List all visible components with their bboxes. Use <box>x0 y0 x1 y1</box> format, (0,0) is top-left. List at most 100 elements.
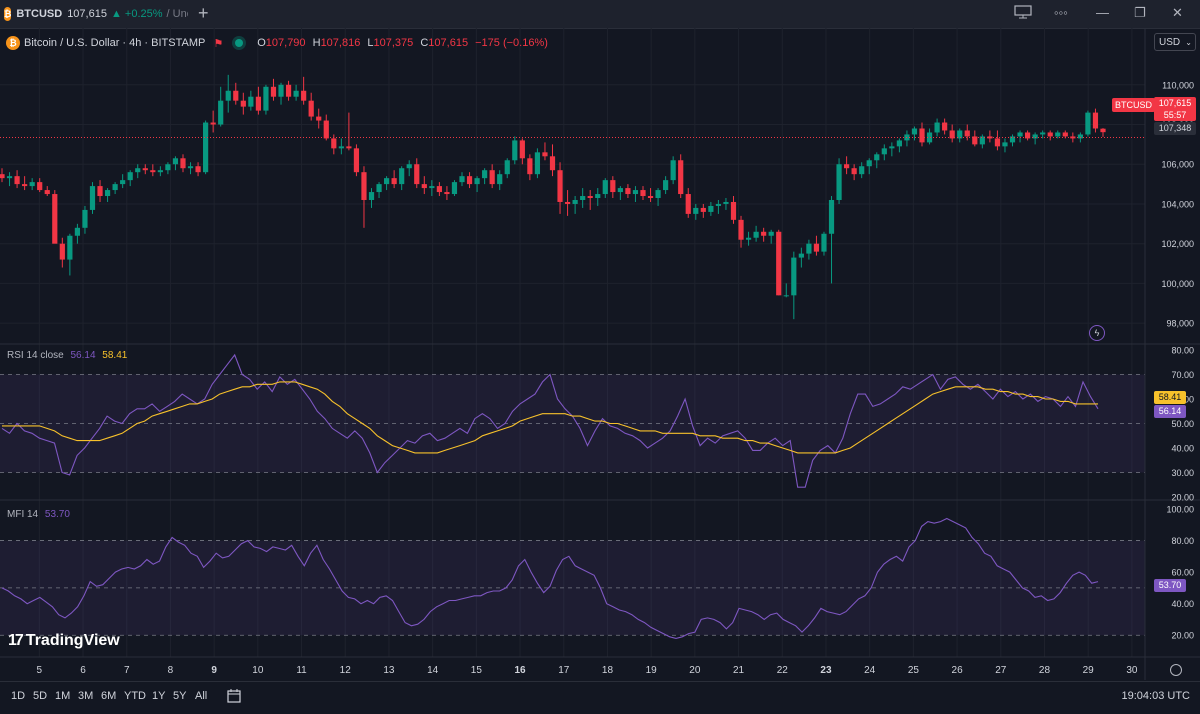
timeframe-6m[interactable]: 6M <box>101 690 117 702</box>
candle-body <box>127 172 133 181</box>
timeframe-all[interactable]: All <box>195 690 208 702</box>
x-tick-label: 22 <box>777 665 789 676</box>
candle-body <box>97 186 103 197</box>
candle-body <box>549 156 556 171</box>
candle-body <box>723 201 729 204</box>
x-tick-label: 14 <box>427 665 439 676</box>
calendar-icon[interactable] <box>226 688 242 709</box>
candle-body <box>1032 134 1038 139</box>
candle-body <box>187 166 194 169</box>
candle-body <box>806 243 812 254</box>
axes: 5 6 7 8 9 10 11 12 13 14 15 16 17 18 19 20 21 22 23 24 25 26 2… <box>0 28 1200 680</box>
candle-body <box>104 190 111 197</box>
candle-body <box>564 201 571 204</box>
candle-body <box>776 231 782 296</box>
x-tick-label: 29 <box>1083 665 1095 676</box>
x-tick-label: 18 <box>602 665 614 676</box>
candle-body <box>203 122 209 173</box>
tab-price: 107,615 <box>67 8 107 20</box>
candle-body <box>949 130 955 139</box>
symbol-title[interactable]: Bitcoin / U.S. Dollar · 4h · BITSTAMP <box>24 37 206 49</box>
x-tick-label: 15 <box>471 665 483 676</box>
utc-clock[interactable]: 19:04:03 UTC <box>1121 690 1190 702</box>
candle-body <box>1024 132 1031 139</box>
mfi-line <box>1 517 1099 639</box>
candle-body <box>715 203 722 206</box>
chevron-down-icon: ⌄ <box>1185 38 1192 47</box>
rsi-tick-label: 80.00 <box>1171 346 1194 356</box>
candle-body <box>753 231 759 238</box>
x-tick-label: 28 <box>1039 665 1051 676</box>
layout-icon[interactable] <box>1014 5 1032 22</box>
tab-bar: ₿ BTCUSD 107,615 ▲ +0.25% / Unc + ◦◦◦ — … <box>0 0 1200 29</box>
price-tag-symbol: BTCUSD <box>1112 98 1156 112</box>
candle-body <box>120 180 126 185</box>
candle-body <box>911 128 918 135</box>
candle-body <box>135 168 141 173</box>
candle-body <box>602 180 608 195</box>
timeframe-5y[interactable]: 5Y <box>173 690 187 702</box>
lightning-icon[interactable]: ϟ <box>1089 325 1105 341</box>
close-button[interactable]: ✕ <box>1172 5 1183 20</box>
candle-body <box>934 122 940 133</box>
candle-body <box>0 174 5 179</box>
candle-body <box>798 253 804 258</box>
candle-body <box>233 90 239 101</box>
timeframe-1y[interactable]: 1Y <box>152 690 166 702</box>
close-value: 107,615 <box>428 37 469 49</box>
candle-body <box>828 199 835 234</box>
x-tick-label: 13 <box>383 665 395 676</box>
price-tag-price: 107,615 <box>1158 98 1192 108</box>
candle-body <box>1002 142 1008 147</box>
new-tab-button[interactable]: + <box>198 3 209 23</box>
candle-body <box>255 96 261 111</box>
candle-body <box>587 196 593 199</box>
candle-body <box>165 164 171 171</box>
flag-icon[interactable]: ⚑ <box>213 37 224 50</box>
tab-btcusd[interactable]: ₿ BTCUSD 107,615 ▲ +0.25% / Unc <box>4 3 188 25</box>
open-value: 107,790 <box>265 37 306 49</box>
y-tick-label: 106,000 <box>1161 160 1194 170</box>
candle-body <box>632 190 639 195</box>
candlestick-series <box>0 74 1145 320</box>
timeframe-5d[interactable]: 5D <box>33 690 48 702</box>
candle-body <box>738 219 744 240</box>
candle-body <box>112 184 118 191</box>
candle-body <box>474 178 480 185</box>
x-tick-label: 16 <box>514 665 526 676</box>
candle-body <box>821 233 827 252</box>
candle-body <box>670 160 676 181</box>
menu-icon[interactable]: ◦◦◦ <box>1054 5 1068 20</box>
candle-body <box>429 186 435 189</box>
rsi-tick-label: 70.00 <box>1171 370 1194 380</box>
maximize-button[interactable]: ❐ <box>1134 5 1146 20</box>
timeframe-3m[interactable]: 3M <box>78 690 94 702</box>
y-tick-label: 102,000 <box>1161 239 1194 249</box>
candle-body <box>142 168 148 171</box>
settings-icon[interactable] <box>1170 664 1182 676</box>
x-tick-label: 5 <box>37 665 43 676</box>
currency-value: USD <box>1159 37 1181 48</box>
tab-extra: / Unc <box>166 8 188 20</box>
mfi-legend: MFI 14 53.70 <box>7 509 70 520</box>
candle-body <box>693 207 699 214</box>
candle-body <box>595 194 601 199</box>
rsi-ma-value: 58.41 <box>102 350 128 361</box>
candle-body <box>896 140 902 147</box>
timeframe-1m[interactable]: 1M <box>55 690 71 702</box>
candle-body <box>240 100 246 107</box>
candle-body <box>964 130 970 137</box>
candle-body <box>1100 128 1106 133</box>
y-tick-label: 98,000 <box>1166 319 1194 329</box>
minimize-button[interactable]: — <box>1096 5 1109 20</box>
timeframe-ytd[interactable]: YTD <box>124 690 146 702</box>
candle-body <box>421 184 427 189</box>
candle-body <box>730 201 737 220</box>
currency-select[interactable]: USD ⌄ <box>1154 33 1196 51</box>
price-tag: 107,615 55:57 <box>1154 97 1196 121</box>
candle-body <box>655 190 661 199</box>
mfi-tag: 53.70 <box>1154 579 1186 592</box>
mfi-tick-label: 40.00 <box>1171 599 1194 609</box>
timeframe-1d[interactable]: 1D <box>11 690 26 702</box>
